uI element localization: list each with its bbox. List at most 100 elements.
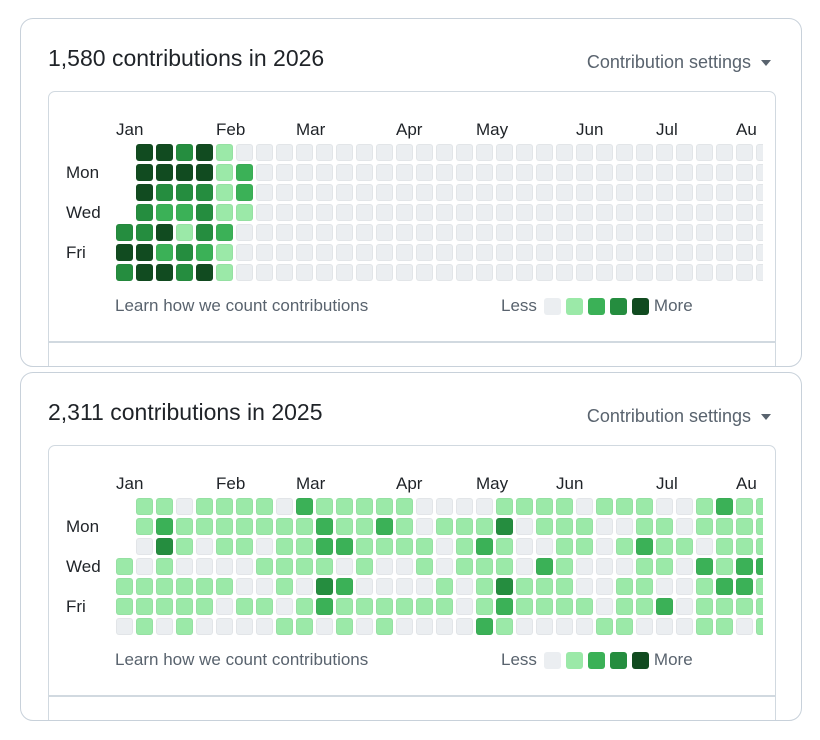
contribution-day-cell[interactable] bbox=[716, 598, 733, 615]
contribution-day-cell[interactable] bbox=[256, 598, 273, 615]
contribution-day-cell[interactable] bbox=[476, 224, 493, 241]
contribution-day-cell[interactable] bbox=[396, 164, 413, 181]
contribution-day-cell[interactable] bbox=[496, 498, 513, 515]
contribution-day-cell[interactable] bbox=[296, 598, 313, 615]
contribution-day-cell[interactable] bbox=[676, 204, 693, 221]
contribution-day-cell[interactable] bbox=[516, 184, 533, 201]
contribution-day-cell[interactable] bbox=[716, 184, 733, 201]
contribution-day-cell[interactable] bbox=[516, 164, 533, 181]
contribution-day-cell[interactable] bbox=[436, 618, 453, 635]
contribution-day-cell[interactable] bbox=[636, 224, 653, 241]
contribution-day-cell[interactable] bbox=[236, 224, 253, 241]
contribution-day-cell[interactable] bbox=[296, 498, 313, 515]
contribution-day-cell[interactable] bbox=[736, 618, 753, 635]
contribution-day-cell[interactable] bbox=[576, 498, 593, 515]
contribution-day-cell[interactable] bbox=[356, 144, 373, 161]
contribution-day-cell[interactable] bbox=[736, 518, 753, 535]
contribution-day-cell[interactable] bbox=[716, 578, 733, 595]
contribution-day-cell[interactable] bbox=[456, 598, 473, 615]
contribution-day-cell[interactable] bbox=[176, 204, 193, 221]
contribution-day-cell[interactable] bbox=[116, 264, 133, 281]
contribution-day-cell[interactable] bbox=[196, 618, 213, 635]
contribution-day-cell[interactable] bbox=[476, 184, 493, 201]
contribution-day-cell[interactable] bbox=[256, 224, 273, 241]
contribution-day-cell[interactable] bbox=[556, 244, 573, 261]
contribution-day-cell[interactable] bbox=[496, 578, 513, 595]
contribution-day-cell[interactable] bbox=[456, 498, 473, 515]
contribution-day-cell[interactable] bbox=[396, 144, 413, 161]
contribution-day-cell[interactable] bbox=[256, 144, 273, 161]
contribution-day-cell[interactable] bbox=[656, 518, 673, 535]
contribution-day-cell[interactable] bbox=[696, 558, 713, 575]
contribution-day-cell[interactable] bbox=[756, 598, 763, 615]
contribution-day-cell[interactable] bbox=[536, 204, 553, 221]
contribution-day-cell[interactable] bbox=[436, 518, 453, 535]
contribution-day-cell[interactable] bbox=[456, 144, 473, 161]
contribution-day-cell[interactable] bbox=[756, 164, 763, 181]
contribution-day-cell[interactable] bbox=[196, 184, 213, 201]
contribution-day-cell[interactable] bbox=[276, 518, 293, 535]
contribution-day-cell[interactable] bbox=[716, 264, 733, 281]
contribution-day-cell[interactable] bbox=[296, 204, 313, 221]
contribution-day-cell[interactable] bbox=[616, 204, 633, 221]
contribution-day-cell[interactable] bbox=[616, 144, 633, 161]
contribution-day-cell[interactable] bbox=[156, 578, 173, 595]
contribution-day-cell[interactable] bbox=[656, 164, 673, 181]
contribution-day-cell[interactable] bbox=[136, 224, 153, 241]
contribution-day-cell[interactable] bbox=[676, 518, 693, 535]
contribution-day-cell[interactable] bbox=[336, 578, 353, 595]
contribution-day-cell[interactable] bbox=[756, 204, 763, 221]
contribution-day-cell[interactable] bbox=[656, 224, 673, 241]
contribution-day-cell[interactable] bbox=[616, 518, 633, 535]
contribution-day-cell[interactable] bbox=[476, 144, 493, 161]
contribution-day-cell[interactable] bbox=[536, 618, 553, 635]
contribution-day-cell[interactable] bbox=[556, 204, 573, 221]
contribution-day-cell[interactable] bbox=[756, 224, 763, 241]
contribution-day-cell[interactable] bbox=[316, 224, 333, 241]
contribution-day-cell[interactable] bbox=[636, 558, 653, 575]
contribution-day-cell[interactable] bbox=[656, 144, 673, 161]
contribution-day-cell[interactable] bbox=[176, 498, 193, 515]
contribution-day-cell[interactable] bbox=[196, 598, 213, 615]
contribution-day-cell[interactable] bbox=[656, 244, 673, 261]
contribution-day-cell[interactable] bbox=[216, 144, 233, 161]
contribution-day-cell[interactable] bbox=[476, 618, 493, 635]
contribution-day-cell[interactable] bbox=[616, 224, 633, 241]
contribution-day-cell[interactable] bbox=[156, 144, 173, 161]
contribution-day-cell[interactable] bbox=[116, 244, 133, 261]
contribution-day-cell[interactable] bbox=[356, 518, 373, 535]
contribution-day-cell[interactable] bbox=[736, 184, 753, 201]
contribution-day-cell[interactable] bbox=[176, 184, 193, 201]
contribution-day-cell[interactable] bbox=[296, 538, 313, 555]
contribution-day-cell[interactable] bbox=[496, 558, 513, 575]
contribution-day-cell[interactable] bbox=[276, 538, 293, 555]
contribution-day-cell[interactable] bbox=[156, 244, 173, 261]
contribution-day-cell[interactable] bbox=[116, 558, 133, 575]
contribution-day-cell[interactable] bbox=[156, 598, 173, 615]
contribution-day-cell[interactable] bbox=[476, 518, 493, 535]
contribution-day-cell[interactable] bbox=[756, 578, 763, 595]
contribution-day-cell[interactable] bbox=[556, 618, 573, 635]
contribution-day-cell[interactable] bbox=[296, 618, 313, 635]
contribution-day-cell[interactable] bbox=[416, 538, 433, 555]
contribution-day-cell[interactable] bbox=[156, 618, 173, 635]
contribution-day-cell[interactable] bbox=[696, 264, 713, 281]
contribution-day-cell[interactable] bbox=[416, 224, 433, 241]
contribution-day-cell[interactable] bbox=[736, 264, 753, 281]
contribution-day-cell[interactable] bbox=[196, 244, 213, 261]
contribution-day-cell[interactable] bbox=[516, 204, 533, 221]
contribution-day-cell[interactable] bbox=[736, 144, 753, 161]
contribution-day-cell[interactable] bbox=[656, 538, 673, 555]
contribution-day-cell[interactable] bbox=[636, 498, 653, 515]
contribution-day-cell[interactable] bbox=[376, 518, 393, 535]
contribution-day-cell[interactable] bbox=[316, 264, 333, 281]
contribution-day-cell[interactable] bbox=[476, 244, 493, 261]
contribution-day-cell[interactable] bbox=[216, 618, 233, 635]
learn-how-we-count-link[interactable]: Learn how we count contributions bbox=[115, 650, 369, 669]
contribution-day-cell[interactable] bbox=[636, 618, 653, 635]
contribution-day-cell[interactable] bbox=[276, 498, 293, 515]
contribution-day-cell[interactable] bbox=[256, 578, 273, 595]
contribution-day-cell[interactable] bbox=[736, 538, 753, 555]
contribution-day-cell[interactable] bbox=[136, 204, 153, 221]
contribution-day-cell[interactable] bbox=[696, 578, 713, 595]
